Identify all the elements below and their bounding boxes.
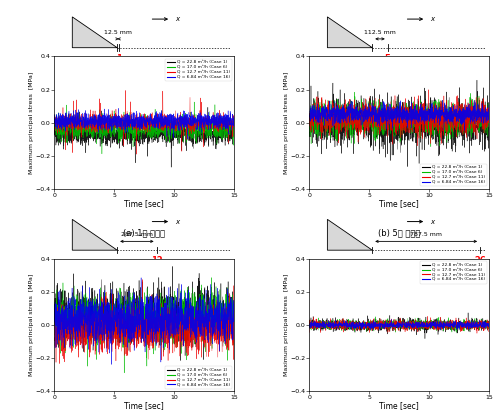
Y-axis label: Maximum principal stress  [MPa]: Maximum principal stress [MPa]: [29, 71, 34, 174]
Text: 287.5 mm: 287.5 mm: [121, 232, 153, 237]
Legend: Q = 22.8 m³/h (Case 1), Q = 17.0 m³/h (Case 6), Q = 12.7 m³/h (Case 11), Q = 6.8: Q = 22.8 m³/h (Case 1), Q = 17.0 m³/h (C…: [165, 59, 232, 81]
Text: 26: 26: [474, 256, 486, 265]
Text: $x$: $x$: [175, 218, 181, 225]
Y-axis label: Maximum principal stress  [MPa]: Maximum principal stress [MPa]: [29, 274, 34, 376]
Text: 787.5 mm: 787.5 mm: [410, 232, 442, 237]
Legend: Q = 22.8 m³/h (Case 1), Q = 17.0 m³/h (Case 6), Q = 12.7 m³/h (Case 11), Q = 6.8: Q = 22.8 m³/h (Case 1), Q = 17.0 m³/h (C…: [420, 261, 487, 284]
Polygon shape: [72, 17, 117, 48]
Text: 12.5 mm: 12.5 mm: [104, 30, 132, 35]
Polygon shape: [72, 219, 117, 250]
Text: (a) 1번 압력계: (a) 1번 압력계: [123, 228, 165, 237]
Text: $x$: $x$: [430, 218, 436, 225]
X-axis label: Time [sec]: Time [sec]: [124, 199, 164, 208]
Text: 5: 5: [385, 54, 391, 63]
X-axis label: Time [sec]: Time [sec]: [124, 401, 164, 411]
Text: $x$: $x$: [175, 15, 181, 23]
X-axis label: Time [sec]: Time [sec]: [379, 401, 419, 411]
Polygon shape: [328, 219, 372, 250]
Text: 12: 12: [151, 256, 163, 265]
X-axis label: Time [sec]: Time [sec]: [379, 199, 419, 208]
Text: 112.5 mm: 112.5 mm: [364, 30, 396, 35]
Text: 1: 1: [116, 54, 122, 63]
Text: $x$: $x$: [430, 15, 436, 23]
Y-axis label: Maximum principal stress  [MPa]: Maximum principal stress [MPa]: [284, 71, 289, 174]
Legend: Q = 22.8 m³/h (Case 1), Q = 17.0 m³/h (Case 6), Q = 12.7 m³/h (Case 11), Q = 6.8: Q = 22.8 m³/h (Case 1), Q = 17.0 m³/h (C…: [165, 366, 232, 389]
Y-axis label: Maximum principal stress  [MPa]: Maximum principal stress [MPa]: [284, 274, 289, 376]
Text: (b) 5번 압력계: (b) 5번 압력계: [378, 228, 420, 237]
Legend: Q = 22.8 m³/h (Case 1), Q = 17.0 m³/h (Case 6), Q = 12.7 m³/h (Case 11), Q = 6.8: Q = 22.8 m³/h (Case 1), Q = 17.0 m³/h (C…: [420, 164, 487, 186]
Polygon shape: [328, 17, 372, 48]
